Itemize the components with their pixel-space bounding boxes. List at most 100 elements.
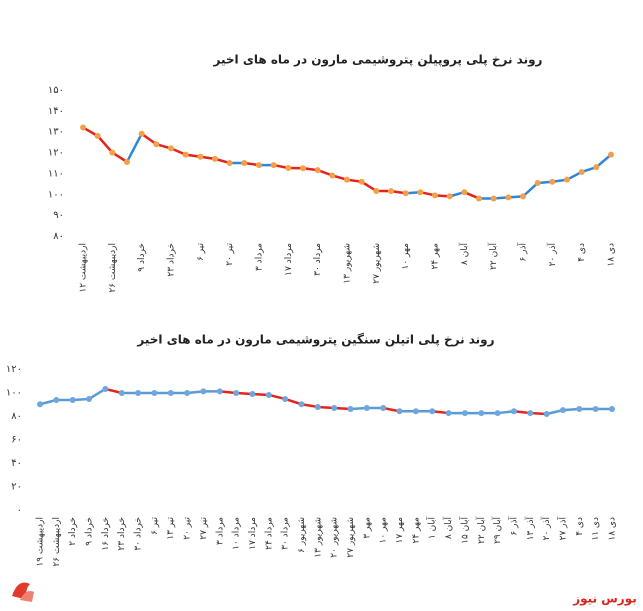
- x-tick-label: ۱۸ دی: [608, 517, 618, 541]
- x-tick-label: ۱۲ اردیبهشت: [79, 243, 89, 293]
- point: [388, 188, 394, 195]
- point: [124, 158, 130, 165]
- point: [256, 162, 262, 169]
- logo: [12, 582, 34, 602]
- point: [249, 391, 256, 398]
- point: [314, 403, 321, 410]
- x-tick-label: ۴ دی: [575, 517, 585, 536]
- point: [168, 145, 174, 152]
- point: [432, 192, 438, 199]
- point: [608, 151, 614, 158]
- x-tick-label: ۱۵ آبان: [458, 517, 470, 544]
- chart-title: روند نرخ پلی پروپیلن پتروشیمی مارون در م…: [213, 53, 543, 68]
- y-tick-label: ۴۰: [11, 458, 22, 469]
- point: [184, 389, 191, 396]
- point: [510, 408, 517, 415]
- point: [534, 180, 541, 187]
- x-tick-label: ۳۰ مرداد: [281, 517, 291, 550]
- x-tick-label: ۲۳ خرداد: [167, 243, 177, 277]
- y-tick-label: ۶۰: [11, 435, 22, 446]
- x-tick-label: ۲۴ مهر: [431, 243, 441, 270]
- x-tick-label: ۳ مهر: [362, 517, 372, 539]
- point: [412, 408, 419, 415]
- point: [53, 397, 60, 404]
- x-tick-label: ۲ خرداد: [68, 517, 78, 546]
- y-tick-label: ۱۲۰: [48, 148, 64, 159]
- point: [417, 189, 424, 196]
- point: [37, 401, 43, 408]
- point: [592, 405, 599, 412]
- point: [182, 151, 189, 158]
- point: [314, 167, 321, 174]
- point: [331, 405, 338, 412]
- point: [373, 187, 380, 194]
- point: [94, 132, 101, 139]
- x-tick-label: ۴ دی: [577, 243, 587, 262]
- point: [446, 193, 453, 200]
- x-tick-label: ۲۴ مرداد: [264, 517, 274, 550]
- point: [593, 164, 600, 171]
- point: [549, 178, 556, 185]
- point: [402, 190, 409, 197]
- x-tick-label: ۳ مرداد: [215, 517, 225, 545]
- x-tick-label: ۶ شهریور: [297, 517, 307, 553]
- point: [285, 165, 292, 172]
- point: [363, 405, 370, 412]
- y-tick-label: ۲۰: [11, 482, 22, 493]
- point: [282, 395, 289, 402]
- x-tick-label: ۱۷ مهر: [395, 517, 405, 544]
- point: [69, 397, 76, 404]
- x-tick-label: ۲۹ آبان: [491, 517, 503, 544]
- x-tick-label: ۶ آذر: [517, 243, 529, 262]
- x-tick-label: ۲۶ اردیبهشت: [52, 517, 62, 567]
- point: [216, 388, 223, 395]
- watermark: بورس نیوز: [572, 592, 637, 607]
- point: [494, 410, 501, 417]
- point: [461, 410, 468, 417]
- x-tick-label: ۶ آذر: [507, 517, 519, 536]
- point: [461, 189, 468, 196]
- x-tick-label: ۲۷ تیر: [199, 517, 209, 540]
- x-tick-label: ۶ تیر: [150, 517, 160, 535]
- x-tick-label: ۹ خرداد: [85, 517, 95, 546]
- point: [344, 176, 350, 183]
- x-tick-label: ۱ آبان: [426, 517, 438, 540]
- point: [520, 193, 526, 200]
- point: [609, 405, 615, 412]
- x-tick-label: ۲۲ آبان: [487, 243, 499, 270]
- x-tick-label: ۳۰ خرداد: [134, 517, 144, 551]
- x-tick-label: ۱۳ شهریور: [343, 243, 353, 284]
- x-tick-label: ۱۰ مرداد: [232, 517, 242, 550]
- x-tick-label: ۱۰ مهر: [401, 243, 411, 270]
- x-tick-label: ۳ مرداد: [255, 243, 265, 271]
- x-tick-label: ۲۰ آذر: [546, 243, 558, 267]
- point: [212, 155, 218, 162]
- point: [153, 141, 160, 148]
- x-tick-label: ۲۰ تیر: [183, 517, 193, 540]
- chart-title: روند نرخ پلی اتیلن سنگین پتروشیمی مارون …: [136, 333, 494, 348]
- point: [300, 165, 306, 172]
- line-segment: [96, 134, 114, 154]
- x-tick-label: ۲۷ شهریور: [372, 243, 382, 284]
- point: [358, 178, 365, 185]
- x-tick-label: ۱۶ خرداد: [101, 517, 111, 551]
- x-tick-label: ۳۰ مرداد: [313, 243, 323, 276]
- x-tick-label: ۱۷ مرداد: [248, 517, 258, 550]
- point: [476, 195, 482, 202]
- point: [86, 395, 93, 402]
- point: [167, 389, 174, 396]
- line-segment: [87, 387, 107, 401]
- point: [543, 411, 550, 418]
- line-segment: [521, 181, 539, 198]
- x-tick-label: ۲۷ شهریور: [346, 517, 356, 558]
- y-tick-label: ۸۰: [53, 231, 64, 242]
- y-tick-label: ۱۳۰: [48, 127, 64, 138]
- point: [445, 410, 452, 417]
- point: [490, 195, 497, 202]
- point: [197, 153, 204, 160]
- line-segment: [125, 132, 143, 164]
- x-tick-label: ۲۴ مهر: [411, 517, 421, 544]
- x-tick-label: ۶ تیر: [196, 243, 206, 261]
- x-tick-label: ۱۰ مهر: [379, 517, 389, 544]
- point: [270, 162, 277, 169]
